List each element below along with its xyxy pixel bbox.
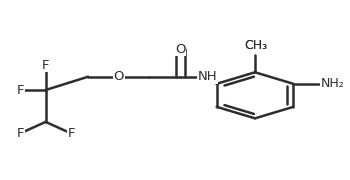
Text: CH₃: CH₃ — [244, 39, 267, 52]
Text: O: O — [114, 70, 124, 83]
Text: NH: NH — [197, 70, 217, 83]
Text: F: F — [16, 84, 24, 96]
Text: CH₃: CH₃ — [244, 39, 267, 52]
Text: O: O — [175, 43, 186, 56]
Text: F: F — [42, 59, 49, 72]
Text: F: F — [16, 127, 24, 140]
Text: NH₂: NH₂ — [321, 77, 344, 90]
Text: F: F — [68, 127, 75, 140]
